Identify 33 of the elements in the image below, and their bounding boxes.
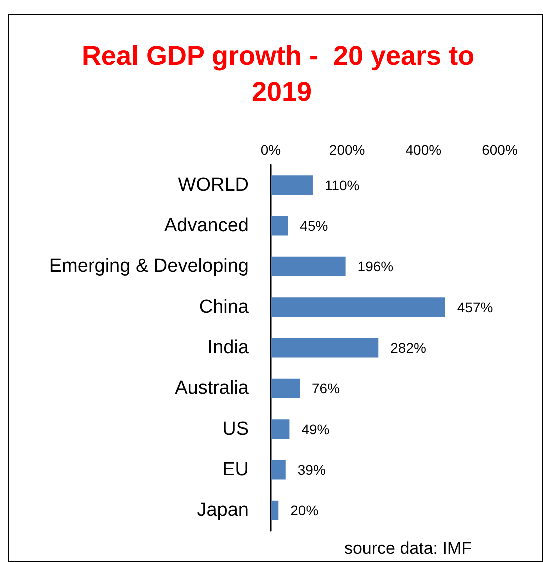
bar xyxy=(271,256,346,276)
data-label: 282% xyxy=(390,340,426,356)
data-label: 39% xyxy=(298,462,326,478)
bar xyxy=(271,378,300,398)
y-tick-label: Australia xyxy=(175,378,250,400)
y-tick-label: Advanced xyxy=(164,216,249,236)
bar xyxy=(271,176,313,196)
y-tick-label: Japan xyxy=(197,500,249,522)
y-tick-label: WORLD xyxy=(178,174,249,196)
y-tick-label: China xyxy=(199,296,250,318)
data-label: 76% xyxy=(312,380,340,397)
x-tick-label: 200% xyxy=(329,142,366,158)
data-label: 196% xyxy=(358,258,394,275)
data-label: 110% xyxy=(324,177,360,194)
data-label: 20% xyxy=(290,502,319,519)
data-label: 457% xyxy=(457,299,494,316)
bar xyxy=(271,338,379,358)
bar xyxy=(271,420,290,440)
data-label: 45% xyxy=(300,218,328,234)
x-tick-label: 600% xyxy=(482,142,518,158)
chart-title: Real GDP growth - 20 years to 2019 xyxy=(82,41,482,107)
data-label: 49% xyxy=(302,421,330,438)
bar xyxy=(271,500,279,520)
bar xyxy=(271,216,288,236)
x-tick-label: 400% xyxy=(406,142,442,158)
x-tick-label: 0% xyxy=(260,142,282,158)
source-note: source data: IMF xyxy=(344,539,472,558)
y-tick-label: India xyxy=(208,338,250,358)
bar xyxy=(271,460,286,480)
y-tick-label: US xyxy=(222,418,249,440)
y-tick-label: Emerging & Developing xyxy=(49,256,249,278)
bar xyxy=(271,298,446,318)
y-tick-label: EU xyxy=(222,460,249,480)
